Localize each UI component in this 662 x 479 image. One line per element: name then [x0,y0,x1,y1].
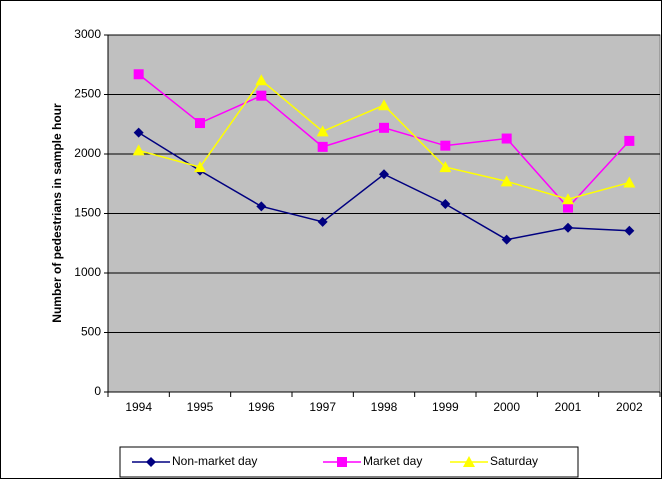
x-tick-label: 1996 [248,400,275,414]
data-point [194,161,206,173]
data-point [132,144,145,156]
data-point [623,176,636,188]
legend-label: Market day [363,454,422,468]
data-point [379,122,389,133]
data-point [500,175,513,187]
data-point [563,222,573,233]
x-tick-label: 1997 [309,400,336,414]
x-tick-label: 1999 [432,400,459,414]
data-point [440,140,451,151]
y-tick-label: 2500 [74,87,101,101]
data-point [562,193,574,205]
data-point [255,74,268,86]
data-point [133,69,144,80]
data-point [256,201,267,212]
legend-marker [146,457,156,467]
data-point [439,161,452,173]
data-point [316,125,329,137]
data-point [563,202,573,213]
x-tick-label: 2000 [493,400,520,414]
y-tick-label: 1000 [74,265,101,279]
data-point [624,225,635,236]
data-point [133,127,144,138]
data-point [501,234,512,245]
x-tick-label: 1995 [187,400,214,414]
y-axis-label: Number of pedestrians in sample hour [50,103,64,323]
legend-label: Non-market day [172,454,257,468]
y-tick-label: 3000 [74,27,101,41]
data-point [317,141,328,152]
data-point [440,198,451,209]
legend-marker [463,456,475,467]
x-tick-label: 2001 [555,400,582,414]
x-tick-label: 1994 [125,400,152,414]
data-point [624,135,635,146]
data-point [256,90,267,101]
x-tick-label: 1998 [371,400,398,414]
data-point [195,118,205,129]
data-point [317,216,328,227]
y-tick-label: 0 [94,384,101,398]
y-tick-label: 1500 [74,206,101,220]
legend-marker [337,457,347,467]
y-tick-label: 2000 [74,146,101,160]
x-tick-label: 2002 [616,400,643,414]
data-point [378,99,390,111]
y-tick-label: 500 [81,325,101,339]
data-point [379,169,389,180]
data-point [501,133,512,144]
legend-label: Saturday [490,454,538,468]
